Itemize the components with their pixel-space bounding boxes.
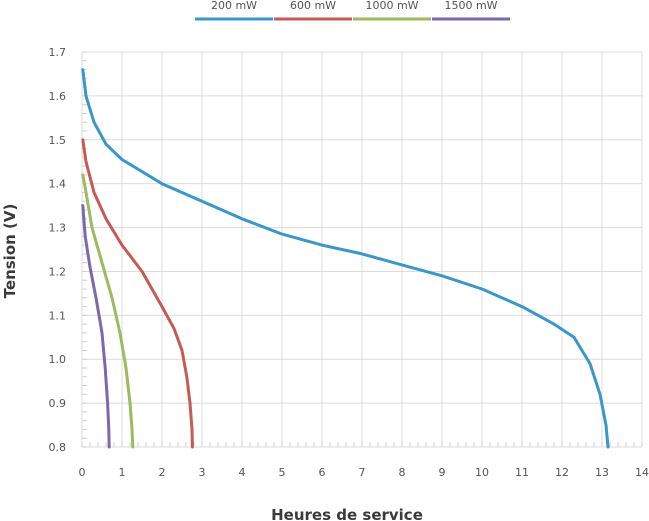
x-tick-label: 8 [399, 466, 406, 479]
series-line-1000-mw [81, 173, 135, 449]
series-line-200-mw [81, 68, 610, 449]
x-tick-label: 2 [159, 466, 166, 479]
y-tick-label: 0.9 [49, 397, 67, 410]
y-tick-label: 1.7 [49, 46, 67, 59]
legend: 200 mW 600 mW 1000 mW 1500 mW [195, 0, 510, 21]
legend-label: 200 mW [211, 0, 257, 12]
x-tick-label: 14 [635, 466, 649, 479]
x-tick-label: 12 [555, 466, 569, 479]
y-tick-label: 0.8 [49, 441, 67, 454]
x-tick-label: 9 [439, 466, 446, 479]
x-axis-title: Heures de service [271, 506, 423, 521]
legend-label: 600 mW [290, 0, 336, 12]
x-tick-label: 3 [199, 466, 206, 479]
x-tick-label: 4 [239, 466, 246, 479]
y-tick-label: 1.5 [49, 134, 67, 147]
legend-label: 1500 mW [444, 0, 497, 12]
x-tick-label: 5 [279, 466, 286, 479]
x-tick-label: 0 [79, 466, 86, 479]
y-tick-label: 1.2 [49, 265, 67, 278]
x-tick-label: 11 [515, 466, 529, 479]
y-axis-title: Tension (V) [1, 204, 19, 299]
x-tick-label: 7 [359, 466, 366, 479]
y-tick-label: 1.3 [49, 222, 67, 235]
legend-label: 1000 mW [365, 0, 418, 12]
y-tick-label: 1.1 [49, 309, 67, 322]
grid [81, 51, 643, 448]
x-tick-label: 10 [475, 466, 489, 479]
x-tick-label: 13 [595, 466, 609, 479]
series-line-600-mw [81, 138, 194, 449]
x-tick-label: 1 [119, 466, 126, 479]
y-tick-labels: 0.8 0.9 1.0 1.1 1.2 1.3 1.4 1.5 1.6 1.7 [49, 46, 67, 454]
series-line-1500-mw [81, 204, 111, 449]
y-tick-label: 1.6 [49, 90, 67, 103]
y-tick-label: 1.0 [49, 353, 67, 366]
x-tick-label: 6 [319, 466, 326, 479]
x-tick-labels: 0 1 2 3 4 5 6 7 8 9 10 11 12 13 14 [79, 466, 649, 479]
y-tick-label: 1.4 [49, 178, 67, 191]
plot-lines [81, 68, 610, 449]
